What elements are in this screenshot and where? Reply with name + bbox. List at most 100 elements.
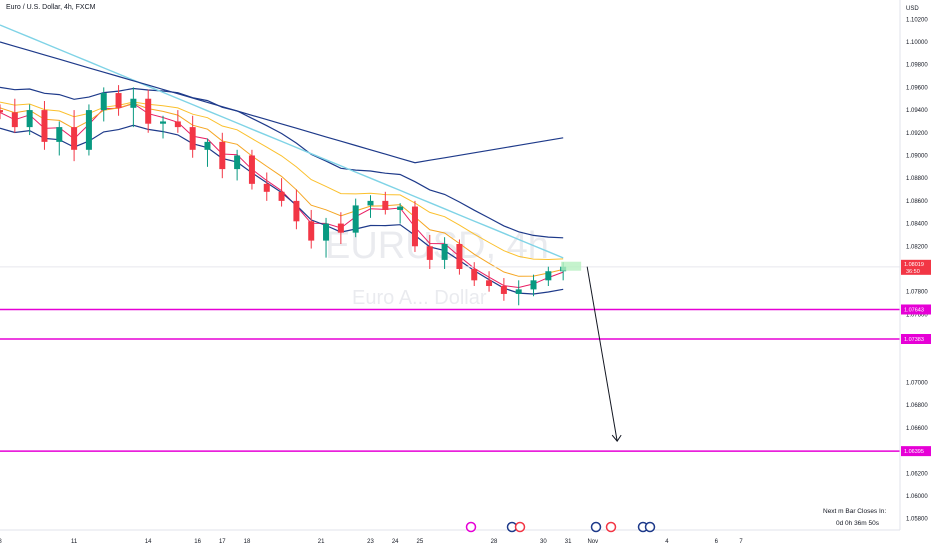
projection-arrow-head	[611, 434, 622, 442]
candle-body	[11, 112, 18, 128]
y-tick-label: 1.06000	[906, 494, 928, 500]
economic-event-icon[interactable]	[465, 521, 477, 533]
x-tick-label: 18	[244, 539, 251, 545]
x-tick-label: 21	[318, 539, 325, 545]
watermark-name: Euro A... Dollar	[352, 287, 487, 309]
x-tick-label: 4	[665, 539, 669, 545]
y-tick-label: 1.08400	[906, 222, 928, 228]
x-tick-label: 28	[491, 539, 498, 545]
candle-body	[426, 246, 433, 260]
level-badge-text: 1.07383	[904, 337, 924, 343]
projection-arrow	[586, 266, 618, 442]
level-badge	[901, 304, 931, 315]
candle-body	[189, 127, 196, 150]
y-tick-label: 1.10200	[906, 17, 928, 23]
level-badge	[901, 446, 931, 457]
candle-body	[85, 110, 92, 150]
y-tick-label: 1.07000	[906, 381, 928, 387]
candle-body	[337, 223, 344, 233]
candle-body	[530, 280, 537, 290]
y-tick-label: 1.07600	[906, 312, 928, 318]
y-tick-label: 1.09200	[906, 131, 928, 137]
candle-body	[234, 155, 241, 170]
candle-body	[71, 127, 78, 150]
y-tick-label: 1.10000	[906, 40, 928, 46]
candle-body	[456, 244, 463, 269]
candle-body	[515, 289, 522, 294]
current-price-badge	[901, 259, 931, 275]
y-tick-label: 1.09000	[906, 154, 928, 160]
x-tick-label: 7	[739, 539, 743, 545]
level-badge	[901, 333, 931, 344]
bar-countdown-value: 0d 0h 36m 50s	[836, 520, 880, 527]
economic-event-icon[interactable]	[590, 521, 602, 533]
candle-body	[323, 223, 330, 241]
candle-body	[26, 110, 33, 128]
x-tick-label: 6	[715, 539, 719, 545]
x-tick-label: Nov	[587, 539, 598, 545]
candle-body	[545, 271, 552, 281]
band-lower-line	[0, 124, 564, 295]
current-price-countdown: 36:50	[906, 269, 920, 275]
candle-body	[204, 141, 211, 150]
candle-body	[41, 110, 48, 142]
candle-body	[441, 244, 448, 260]
candle-body	[352, 205, 359, 233]
economic-event-icon[interactable]	[514, 521, 526, 533]
level-badge-text: 1.06395	[904, 449, 924, 455]
candle-body	[263, 183, 270, 192]
candle-body	[115, 93, 122, 108]
candle-body	[248, 155, 255, 184]
y-tick-label: 1.05800	[906, 517, 928, 523]
long-ma-line	[0, 24, 564, 259]
x-tick-label: 30	[540, 539, 547, 545]
candle-body	[471, 268, 478, 281]
bar-countdown-label: Next m Bar Closes In:	[823, 508, 886, 515]
x-tick-label: 11	[71, 539, 78, 545]
y-tick-label: 1.09800	[906, 63, 928, 69]
candle-body	[0, 110, 3, 113]
candle-body	[382, 200, 389, 210]
x-tick-label: 31	[565, 539, 572, 545]
y-tick-label: 1.09400	[906, 108, 928, 114]
candle-body	[278, 191, 285, 201]
candle-body	[500, 285, 507, 294]
x-tick-label: 24	[392, 539, 399, 545]
candle-body	[56, 127, 63, 142]
candle-body	[219, 141, 226, 170]
long-band-line	[0, 41, 564, 164]
x-tick-label: 17	[219, 539, 226, 545]
watermark-symbol: EURUSD, 4h	[325, 225, 549, 267]
economic-event-icon[interactable]	[644, 521, 656, 533]
economic-event-icon[interactable]	[605, 521, 617, 533]
target-box	[561, 261, 582, 271]
y-tick-label: 1.08200	[906, 244, 928, 250]
candle-body	[486, 280, 493, 286]
y-tick-label: 1.06200	[906, 471, 928, 477]
candle-body	[367, 200, 374, 206]
y-tick-label: 1.08800	[906, 176, 928, 182]
currency-label: USD	[906, 6, 919, 12]
candle-body	[411, 206, 418, 247]
ma-line	[0, 102, 564, 277]
x-tick-label: 16	[194, 539, 201, 545]
y-tick-label: 1.06600	[906, 426, 928, 432]
x-tick-label: 25	[417, 539, 424, 545]
candle-body	[174, 121, 181, 128]
candle-body	[308, 221, 315, 241]
band-upper-line	[0, 86, 564, 239]
candle-body	[397, 206, 404, 210]
x-tick-label: 14	[145, 539, 152, 545]
candle-body	[160, 121, 167, 124]
candle-body	[293, 200, 300, 222]
x-tick-label: 8	[0, 539, 2, 545]
candle-body	[130, 98, 137, 108]
y-tick-label: 1.06800	[906, 403, 928, 409]
y-tick-label: 1.08600	[906, 199, 928, 205]
y-tick-label: 1.09600	[906, 85, 928, 91]
candle-body	[100, 93, 107, 111]
current-price-text: 1.08019	[904, 262, 924, 268]
candle-body	[145, 98, 152, 124]
level-badge-text: 1.07643	[904, 307, 924, 313]
